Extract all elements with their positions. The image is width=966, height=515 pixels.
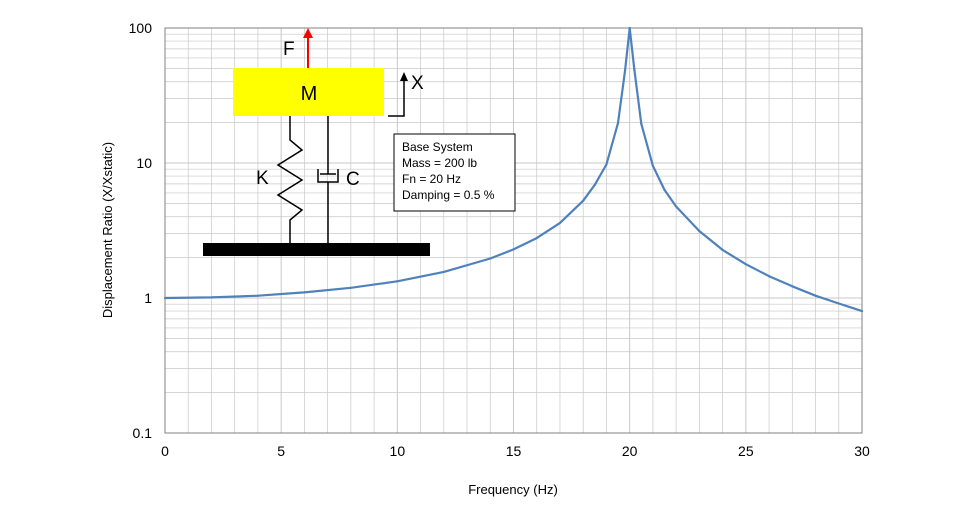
data-point	[860, 309, 864, 313]
data-point	[675, 205, 678, 208]
data-point	[535, 236, 538, 240]
damper	[317, 116, 339, 243]
displacement-label: X	[411, 73, 424, 94]
data-point	[721, 248, 724, 252]
data-point	[349, 286, 352, 289]
y-axis-label: Displacement Ratio (X/Xstatic)	[100, 142, 115, 318]
spring-label: K	[256, 168, 269, 189]
data-point	[582, 199, 585, 202]
data-point	[791, 285, 794, 288]
x-axis-label: Frequency (Hz)	[468, 482, 558, 497]
displacement-arrow-head	[400, 72, 408, 81]
info-box-frame	[393, 133, 516, 212]
info-line-damping: Damping = 0.5 %	[402, 188, 495, 202]
data-point	[698, 230, 701, 233]
data-point	[396, 280, 399, 283]
data-point	[623, 69, 627, 73]
data-point	[651, 164, 655, 167]
force-label: F	[283, 39, 295, 60]
plot-frame	[164, 27, 863, 434]
data-point	[163, 296, 167, 300]
info-line-title: Base System	[402, 140, 473, 154]
info-line-mass: Mass = 200 lb	[402, 156, 477, 170]
data-point	[256, 294, 260, 297]
data-point	[837, 302, 840, 305]
mass-label: M	[301, 83, 318, 105]
base-ground	[203, 243, 430, 256]
data-point	[640, 122, 643, 125]
damper-label: C	[346, 169, 360, 190]
data-point	[628, 26, 631, 30]
data-point	[210, 296, 213, 299]
x-tick-label: 5	[277, 443, 285, 459]
data-point	[814, 294, 817, 297]
x-tick-label: 30	[854, 443, 870, 459]
data-point	[303, 291, 306, 294]
x-tick-label: 25	[738, 443, 754, 459]
x-tick-label: 0	[161, 443, 169, 459]
series-points	[163, 26, 864, 313]
data-point	[442, 270, 445, 274]
system-diagram: F M X K C	[203, 28, 430, 256]
data-point	[558, 221, 562, 224]
info-box: Base System Mass = 200 lb Fn = 20 Hz Dam…	[393, 133, 516, 212]
data-point	[512, 248, 515, 251]
y-tick-label: 1	[144, 290, 152, 306]
data-point	[616, 121, 620, 125]
x-tick-label: 20	[622, 443, 638, 459]
x-tick-labels: 0 5 10 15 20 25 30	[161, 443, 870, 459]
y-tick-labels: 0.1 1 10 100	[129, 20, 153, 441]
x-tick-label: 10	[390, 443, 406, 459]
y-tick-label: 0.1	[133, 425, 153, 441]
data-point	[633, 68, 636, 71]
x-tick-label: 15	[506, 443, 522, 459]
data-point	[767, 275, 771, 278]
data-point	[605, 163, 608, 166]
mass-block	[233, 68, 384, 116]
y-tick-label: 100	[129, 20, 153, 36]
data-point	[663, 188, 666, 192]
force-arrow-head	[303, 28, 313, 38]
data-point	[489, 257, 492, 260]
data-point	[593, 183, 596, 186]
spring	[276, 116, 304, 243]
displacement-arrow-shaft	[388, 80, 405, 117]
series-line	[164, 26, 863, 313]
data-point	[744, 263, 747, 266]
y-tick-label: 10	[136, 155, 152, 171]
info-line-fn: Fn = 20 Hz	[402, 172, 461, 186]
